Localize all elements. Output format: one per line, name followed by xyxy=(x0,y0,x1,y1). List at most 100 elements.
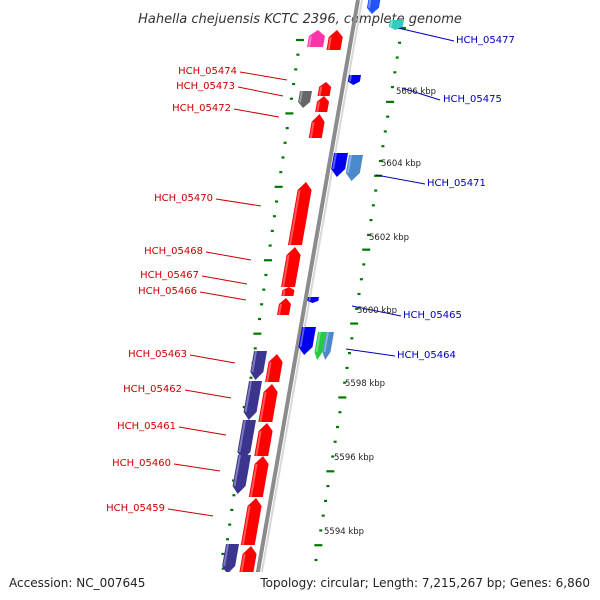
leader-line xyxy=(345,348,396,357)
gene-feature xyxy=(307,297,319,303)
gene-feature-shade xyxy=(288,189,301,246)
gene-feature-shade xyxy=(309,121,315,139)
gene-feature-shade xyxy=(332,152,337,170)
scale-label-5596: 5596 kbp xyxy=(334,453,374,463)
gene-feature xyxy=(307,30,325,47)
gene-label-hch-05477[interactable]: HCH_05477 xyxy=(456,35,515,46)
leader-line xyxy=(184,389,232,399)
label-leader-lines xyxy=(167,27,455,517)
leader-line xyxy=(173,463,221,472)
gene-label-hch-05466[interactable]: HCH_05466 xyxy=(138,286,197,297)
gene-label-hch-05471[interactable]: HCH_05471 xyxy=(427,178,486,189)
gene-label-hch-05475[interactable]: HCH_05475 xyxy=(443,94,502,105)
gene-label-hch-05467[interactable]: HCH_05467 xyxy=(140,270,199,281)
gene-feature-shade xyxy=(282,254,290,288)
gene-feature xyxy=(314,332,326,360)
forward-gene-labels: HCH_05474 HCH_05473 HCH_05472 HCH_05470 … xyxy=(106,66,237,514)
scale-label-5604: 5604 kbp xyxy=(381,159,421,169)
map-title: Hahella chejuensis KCTC 2396, complete g… xyxy=(138,12,462,27)
gene-feature-shade xyxy=(367,0,372,8)
scale-label-5606: 5606 kbp xyxy=(396,87,436,97)
gene-feature-shade xyxy=(241,505,251,546)
gene-feature-shade xyxy=(255,430,262,457)
leader-line xyxy=(189,354,236,364)
leader-line xyxy=(375,174,426,185)
leader-line xyxy=(201,275,248,285)
gene-feature xyxy=(287,182,312,245)
gene-feature-shade xyxy=(223,543,229,567)
gene-feature-shade xyxy=(308,35,312,48)
gene-feature xyxy=(298,91,312,108)
gene-label-hch-05462[interactable]: HCH_05462 xyxy=(123,384,182,395)
gene-feature-shade xyxy=(240,553,246,573)
leader-line xyxy=(178,426,227,436)
topology-text: Topology: circular; Length: 7,215,267 bp… xyxy=(259,576,590,590)
gene-feature xyxy=(308,114,325,138)
gene-feature xyxy=(265,354,283,382)
gene-feature xyxy=(317,82,332,96)
gene-feature xyxy=(248,456,269,497)
gene-label-hch-05461[interactable]: HCH_05461 xyxy=(117,421,176,432)
gene-feature xyxy=(298,327,316,355)
footer-background xyxy=(0,572,600,600)
gene-label-hch-05465[interactable]: HCH_05465 xyxy=(403,310,462,321)
gene-feature xyxy=(366,0,381,14)
gene-feature-shade xyxy=(348,74,352,82)
leader-line xyxy=(397,27,455,42)
gene-label-hch-05474[interactable]: HCH_05474 xyxy=(178,66,237,77)
gene-label-hch-05459[interactable]: HCH_05459 xyxy=(106,503,165,514)
gene-feature xyxy=(345,155,363,181)
scale-label-5594: 5594 kbp xyxy=(324,527,364,537)
gene-feature xyxy=(240,498,262,545)
leader-line xyxy=(233,108,280,118)
gene-feature xyxy=(315,96,330,112)
gene-label-hch-05463[interactable]: HCH_05463 xyxy=(128,349,187,360)
leader-line xyxy=(351,305,402,317)
gene-feature xyxy=(232,455,251,494)
gene-label-hch-05460[interactable]: HCH_05460 xyxy=(112,458,171,469)
gene-feature-shade xyxy=(249,463,258,498)
gene-label-hch-05473[interactable]: HCH_05473 xyxy=(176,81,235,92)
gene-label-hch-05470[interactable]: HCH_05470 xyxy=(154,193,213,204)
reverse-gene-labels: HCH_05477 HCH_05475 HCH_05471 HCH_05465 … xyxy=(397,35,515,361)
leader-line xyxy=(239,71,288,81)
leader-line xyxy=(237,86,284,97)
gene-feature xyxy=(254,423,273,456)
gene-feature-shade xyxy=(299,326,305,348)
gene-feature-shade xyxy=(346,154,352,174)
gene-feature xyxy=(281,287,295,296)
gene-feature-shade xyxy=(389,19,393,27)
gene-feature xyxy=(222,544,239,574)
gene-feature xyxy=(258,384,278,422)
gene-feature xyxy=(277,298,291,315)
gene-feature xyxy=(243,381,262,420)
gene-feature-shade xyxy=(278,303,282,316)
gene-feature xyxy=(237,420,256,460)
leader-line xyxy=(215,198,262,207)
leader-line xyxy=(199,291,247,301)
gene-label-hch-05464[interactable]: HCH_05464 xyxy=(397,350,456,361)
gene-feature xyxy=(388,20,404,30)
gene-features xyxy=(222,0,404,574)
gene-feature-shade xyxy=(259,391,267,423)
gene-feature-shade xyxy=(238,419,246,453)
leader-line xyxy=(401,87,441,101)
gene-feature-shade xyxy=(266,361,272,383)
gene-label-hch-05468[interactable]: HCH_05468 xyxy=(144,246,203,257)
gene-feature-shade xyxy=(251,350,257,373)
gene-feature-shade xyxy=(233,454,241,487)
gene-feature xyxy=(239,546,257,572)
gene-feature xyxy=(347,75,361,85)
gene-feature-shade xyxy=(299,90,303,103)
gene-feature-shade xyxy=(327,36,332,51)
gene-feature-shade xyxy=(244,380,252,413)
gene-label-hch-05472[interactable]: HCH_05472 xyxy=(172,103,231,114)
leader-line xyxy=(167,508,214,517)
gene-feature xyxy=(250,351,267,380)
scale-label-5598: 5598 kbp xyxy=(345,379,385,389)
gene-feature-shade xyxy=(323,331,329,353)
scale-labels: 5606 kbp 5604 kbp 5602 kbp 5600 kbp 5598… xyxy=(324,87,436,537)
gene-feature xyxy=(281,247,301,287)
gene-feature-shade xyxy=(318,86,323,97)
gene-feature-shade xyxy=(315,331,321,353)
